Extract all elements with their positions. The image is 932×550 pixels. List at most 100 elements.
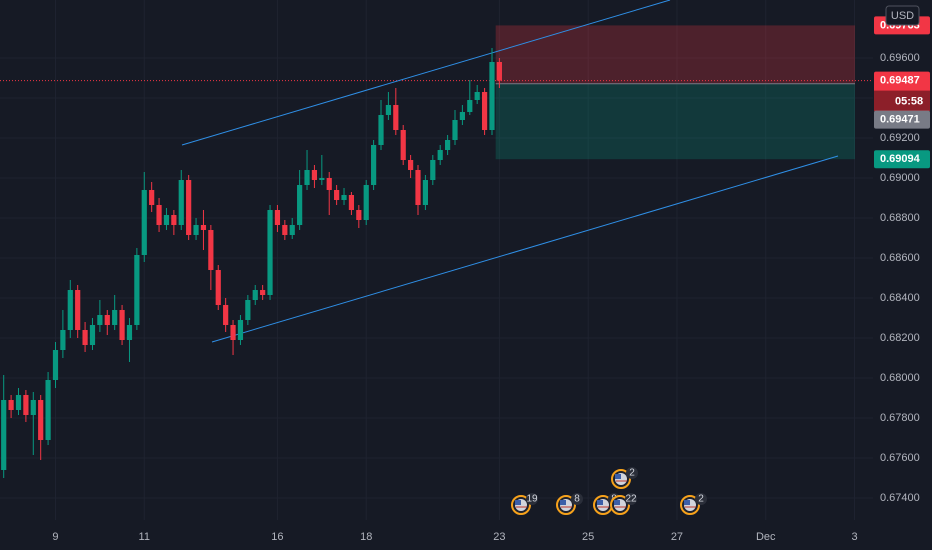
candles: [1, 48, 502, 478]
candle-body: [52, 350, 59, 380]
candle-body: [474, 92, 480, 100]
candle-body: [334, 190, 340, 200]
candle-body: [245, 300, 251, 320]
candle-body: [348, 195, 355, 210]
candle-body: [267, 210, 273, 295]
event-badge: [626, 467, 638, 479]
candle-body: [385, 105, 392, 115]
candle-body: [60, 330, 66, 350]
candle-body: [304, 170, 310, 185]
candle-body: [67, 290, 73, 330]
y-tick-label: 0.69600: [880, 52, 920, 64]
channel-upper-line: [181, 0, 671, 146]
candle-body: [237, 320, 244, 340]
position-tool: [0, 25, 873, 160]
y-tick-label: 0.68000: [880, 372, 920, 384]
candle-body: [82, 330, 88, 345]
candle-body: [489, 62, 495, 130]
event-flag-canton: [597, 500, 603, 505]
target-label-bg: [874, 150, 930, 169]
candle-body: [260, 290, 266, 295]
x-tick-label: 18: [360, 531, 372, 543]
candle-body: [149, 190, 155, 205]
candle-body: [274, 210, 281, 225]
candle-body: [163, 215, 170, 225]
currency-label[interactable]: USD: [891, 10, 914, 22]
event-badge: [695, 493, 707, 505]
event-badge: [571, 493, 583, 505]
candle-body: [156, 205, 162, 225]
x-tick-label: 25: [582, 531, 594, 543]
events: 19882222: [511, 467, 707, 515]
candle-body: [415, 170, 421, 205]
currency-button[interactable]: USD: [885, 5, 920, 26]
y-tick-label: 0.68800: [880, 212, 920, 224]
candle-body: [356, 210, 362, 220]
event-flag-canton: [560, 500, 566, 505]
candle-body: [289, 225, 295, 235]
stop-zone: [495, 25, 855, 84]
candle-body: [408, 160, 414, 170]
candle-body: [252, 290, 258, 300]
candle-body: [496, 62, 502, 81]
event-flag-canton: [615, 474, 621, 479]
candle-body: [452, 120, 458, 140]
entry-label-bg: [874, 110, 930, 129]
candle-body: [97, 315, 103, 325]
candle-body: [437, 150, 443, 160]
x-tick-label: Dec: [756, 531, 776, 543]
candle-body: [15, 395, 22, 410]
target-label: 0.69094: [880, 153, 921, 165]
entry-label: 0.69471: [880, 114, 920, 126]
y-tick-label: 0.67800: [880, 412, 920, 424]
candle-body: [223, 305, 229, 325]
event-flag-canton: [684, 500, 690, 505]
candle-body: [126, 325, 133, 340]
event-count: 8: [574, 494, 580, 505]
candle-body: [297, 185, 303, 225]
target-zone: [495, 83, 855, 160]
candle-body: [134, 255, 140, 325]
candle-body: [319, 178, 325, 180]
candle-body: [1, 400, 7, 470]
candle-body: [378, 115, 384, 145]
candle-body: [363, 185, 369, 220]
candle-body: [23, 395, 29, 415]
channel-lower-line: [211, 155, 839, 343]
x-tick-label: 11: [139, 531, 150, 543]
axes: 0.67400 0.67600 0.67800 0.68000 0.68200 0.684…: [52, 16, 930, 543]
event-count: 22: [625, 494, 637, 505]
candle-body: [193, 225, 199, 235]
event-count: 2: [698, 494, 704, 505]
y-tick-label: 0.68400: [880, 292, 920, 304]
candle-body: [341, 195, 347, 200]
candle-body: [430, 160, 436, 180]
candle-body: [311, 170, 318, 180]
candle-body: [141, 190, 147, 255]
candle-body: [400, 130, 406, 160]
candle-body: [371, 145, 377, 185]
candle-body: [326, 178, 332, 190]
candle-body: [186, 180, 192, 235]
candle-body: [208, 230, 214, 270]
candle-body: [89, 325, 96, 345]
candle-body: [45, 380, 51, 440]
event-count: 2: [629, 468, 635, 479]
x-tick-label: 16: [271, 531, 283, 543]
x-tick-label: 9: [52, 531, 58, 543]
x-tick-label: 3: [851, 531, 857, 543]
currency-button-frame[interactable]: [885, 5, 920, 26]
candle-body: [171, 215, 177, 225]
candle-body: [200, 225, 207, 230]
countdown-label: 05:58: [895, 96, 923, 108]
candle-body: [119, 310, 125, 340]
y-tick-label: 0.67600: [880, 452, 920, 464]
last-price-label: 0.69487: [880, 75, 920, 87]
y-tick-label: 0.69200: [880, 132, 920, 144]
candle-body: [459, 112, 465, 120]
candle-body: [467, 100, 473, 112]
candle-body: [112, 310, 118, 325]
x-tick-label: 23: [493, 531, 505, 543]
candle-body: [282, 225, 288, 235]
